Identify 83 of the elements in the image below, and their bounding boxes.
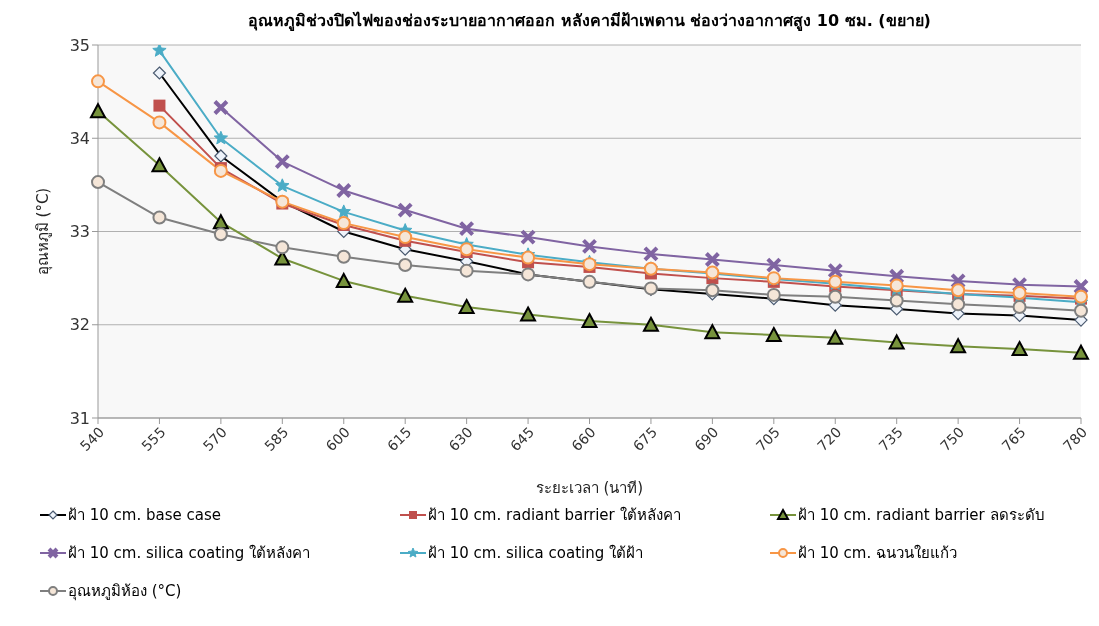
x-tick-label: 690	[691, 423, 722, 455]
y-tick-label: 34	[69, 128, 90, 148]
point	[213, 227, 228, 242]
legend-label: ฝ้า 10 cm. ฉนวนใยแก้ว	[798, 543, 958, 564]
y-tick-label: 32	[69, 315, 90, 335]
point	[705, 283, 720, 298]
point	[765, 327, 782, 343]
point	[765, 257, 782, 274]
x-tick-label: 660	[568, 423, 599, 455]
point	[336, 204, 351, 219]
point	[397, 287, 414, 303]
point	[1073, 278, 1089, 295]
x-tick-label: 615	[384, 423, 415, 455]
point	[704, 251, 721, 268]
legend-label: ฝ้า 10 cm. silica coating ใต้หลังคา	[68, 543, 311, 564]
point	[459, 263, 474, 278]
point	[520, 306, 537, 322]
point	[152, 115, 167, 130]
x-tick-label: 720	[814, 423, 845, 455]
point	[335, 272, 352, 288]
x-tick-label: 600	[322, 423, 353, 455]
point	[642, 316, 659, 332]
x-tick-label: 630	[445, 423, 476, 455]
y-tick-label: 35	[69, 35, 90, 55]
y-axis-title: อุณหภูมิ (°C)	[34, 187, 54, 276]
legend-label: ฝ้า 10 cm. base case	[68, 505, 222, 526]
x-tick-label: 675	[629, 423, 661, 455]
x-tick-label: 750	[937, 423, 968, 455]
point	[152, 210, 167, 225]
point	[828, 289, 843, 304]
point	[275, 178, 290, 192]
point	[212, 99, 229, 116]
y-tick-label: 33	[69, 222, 90, 242]
point	[521, 250, 536, 265]
legend-label: ฝ้า 10 cm. radiant barrier ลดระดับ	[798, 505, 1045, 526]
point	[888, 268, 905, 285]
point	[152, 45, 167, 57]
point	[153, 99, 166, 112]
point	[1012, 300, 1027, 315]
x-tick-label: 780	[1059, 423, 1091, 455]
point	[91, 175, 105, 190]
point	[950, 338, 967, 354]
point	[581, 313, 598, 329]
point	[274, 153, 291, 170]
point	[213, 130, 229, 145]
point	[398, 230, 413, 245]
legend-label: ฝ้า 10 cm. radiant barrier ใต้หลังคา	[428, 505, 681, 526]
point	[458, 299, 475, 315]
point	[275, 240, 290, 255]
point	[766, 287, 781, 302]
legend-label: ฝ้า 10 cm. silica coating ใต้ฝ้า	[428, 543, 644, 564]
point	[397, 202, 414, 219]
y-tick-label: 31	[69, 408, 90, 428]
point	[91, 74, 105, 89]
point	[1074, 303, 1088, 318]
point	[458, 220, 475, 237]
legend-label: อุณหภูมิห้อง (°C)	[68, 581, 182, 603]
point	[1073, 344, 1089, 360]
x-tick-label: 765	[998, 423, 1029, 455]
point	[398, 258, 413, 273]
point	[336, 249, 351, 264]
chart-title: อุณหภูมิช่วงปิดไฟของช่องระบายอากาศออก หลังคามีฝ้าเพดาน ช่องว่างอากาศสูง 10 ซม. (ขยาย)	[247, 10, 932, 33]
point	[520, 229, 537, 246]
point	[459, 242, 474, 257]
point	[151, 157, 168, 173]
point	[1011, 341, 1028, 356]
x-axis-title: ระยะเวลา (นาที)	[535, 479, 644, 497]
point	[951, 297, 966, 312]
point	[335, 182, 352, 199]
point	[90, 103, 106, 119]
point	[827, 262, 844, 279]
point	[704, 324, 721, 340]
point	[212, 214, 229, 230]
x-tick-label: 735	[875, 423, 906, 455]
point	[950, 272, 967, 289]
point	[889, 293, 904, 308]
point	[888, 334, 905, 350]
point	[1011, 276, 1028, 293]
point	[581, 238, 598, 255]
x-tick-label: 645	[506, 423, 538, 455]
x-tick-label: 705	[752, 423, 783, 455]
point	[642, 245, 659, 262]
point	[827, 329, 844, 345]
